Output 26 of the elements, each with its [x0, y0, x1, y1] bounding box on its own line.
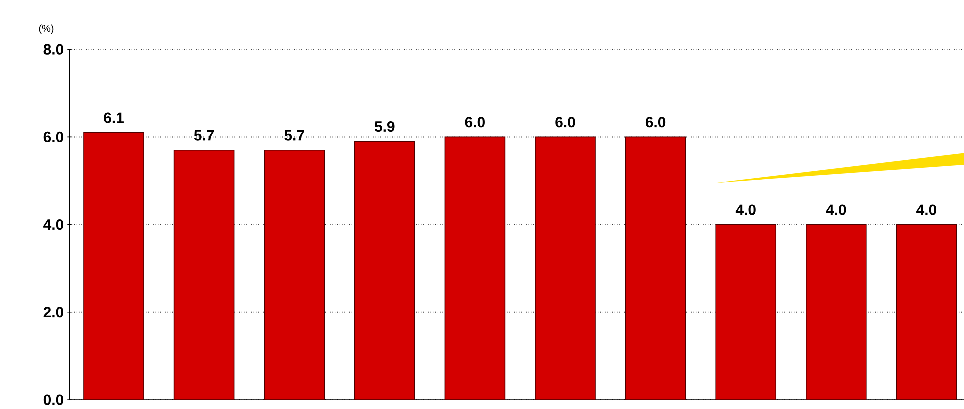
bar: [535, 136, 596, 400]
bar: [806, 224, 867, 400]
data-label: 6.0: [646, 117, 666, 128]
data-label: 6.0: [465, 117, 485, 128]
y-tick-label: 2.0: [44, 307, 64, 318]
bar: [444, 136, 506, 400]
data-label: 5.7: [194, 130, 214, 141]
data-label: 6.0: [556, 117, 576, 128]
data-label: 5.9: [374, 121, 395, 132]
y-axis-title: (%): [39, 24, 54, 34]
data-label: 4.0: [916, 204, 936, 216]
y-tick-label: 8.0: [44, 44, 64, 55]
bar: [354, 141, 416, 400]
data-label: 4.0: [826, 204, 846, 216]
bar: [84, 132, 144, 400]
y-tick-label: 0.0: [44, 394, 64, 406]
bar: [716, 224, 777, 400]
bar: [174, 150, 235, 400]
data-label: 5.7: [284, 130, 304, 141]
bar: [625, 136, 686, 400]
bar: [896, 224, 958, 400]
data-label: 6.1: [104, 112, 124, 124]
bar: [264, 150, 325, 400]
data-label: 4.0: [736, 204, 756, 216]
y-tick-label: 6.0: [44, 132, 64, 142]
y-tick-label: 4.0: [44, 220, 64, 230]
